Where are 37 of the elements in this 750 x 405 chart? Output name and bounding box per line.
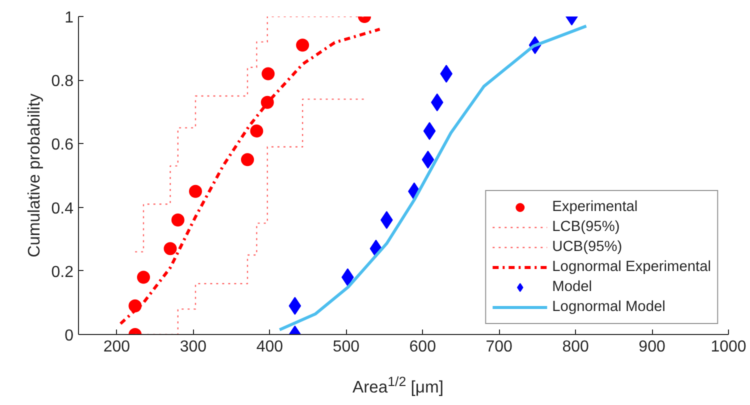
- point: [171, 214, 184, 227]
- line-series: [119, 28, 382, 326]
- y-tick-label: 0.4: [51, 200, 74, 218]
- x-tick-label: 700: [486, 338, 513, 356]
- point: [137, 270, 150, 284]
- x-tick-label: 300: [180, 338, 207, 356]
- y-tick-label: 0.6: [51, 136, 74, 154]
- point: [296, 38, 310, 52]
- point: [250, 124, 264, 138]
- legend-label: LCB(95%): [552, 219, 620, 235]
- x-tick-label: 800: [562, 338, 590, 356]
- legend-label: Experimental: [552, 199, 638, 215]
- y-tick-label: 0.8: [51, 73, 74, 90]
- point: [241, 153, 254, 166]
- x-tick-label: 1000: [710, 338, 746, 356]
- point: [164, 242, 177, 256]
- legend-label: Lognormal Model: [552, 299, 666, 315]
- y-axis-title: Cumulative probability: [24, 92, 44, 258]
- y-tick-label: 0.2: [51, 264, 74, 281]
- x-tick-label: 500: [332, 338, 360, 356]
- y-tick-label: 0: [64, 328, 74, 344]
- point: [262, 67, 275, 80]
- point: [288, 296, 302, 315]
- legend-label: Model: [552, 279, 592, 295]
- y-tick-label: 1: [64, 10, 74, 26]
- point: [422, 150, 434, 169]
- point: [260, 96, 274, 109]
- x-tick-label: 900: [638, 338, 666, 356]
- x-axis-title: Area$^{1/2}$ [μm]: [352, 373, 444, 399]
- x-tick-label: 400: [256, 338, 284, 356]
- x-tick-label: 200: [103, 338, 130, 356]
- point: [423, 122, 436, 140]
- legend-label: Lognormal Experimental: [552, 259, 711, 275]
- x-tick-label: 600: [409, 338, 436, 356]
- point: [189, 184, 202, 198]
- point: [430, 93, 444, 112]
- legend-label: UCB(95%): [552, 239, 622, 255]
